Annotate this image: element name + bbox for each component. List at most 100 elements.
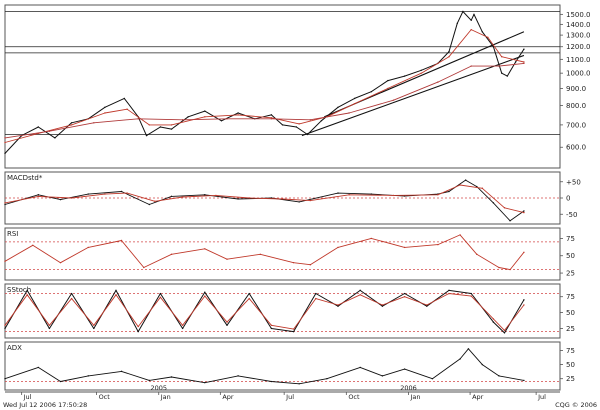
price-tick-label: 700.0 bbox=[566, 121, 586, 129]
price-point bbox=[126, 108, 128, 110]
stoch-point bbox=[337, 305, 339, 307]
stoch-point bbox=[359, 289, 361, 292]
macd-point bbox=[181, 196, 184, 198]
x-tick-label: Jul bbox=[23, 393, 32, 401]
rsi-point bbox=[120, 239, 123, 242]
adx-point bbox=[381, 375, 384, 377]
adx-point bbox=[87, 375, 89, 377]
macd-point bbox=[459, 184, 461, 186]
stoch-point bbox=[315, 292, 317, 295]
adx-panel-frame bbox=[4, 341, 561, 391]
adx-point bbox=[4, 378, 6, 380]
stoch-point bbox=[270, 324, 273, 326]
stoch-point bbox=[48, 327, 51, 330]
macd-point bbox=[348, 194, 350, 196]
price-point bbox=[170, 128, 173, 130]
price-trendline bbox=[301, 54, 525, 137]
price-point bbox=[54, 137, 56, 139]
macd-point bbox=[4, 202, 6, 204]
price-tick-label: 600.0 bbox=[566, 144, 586, 152]
stoch-point bbox=[4, 324, 6, 326]
price-point bbox=[123, 97, 126, 100]
macd-point bbox=[154, 200, 156, 202]
macd-point bbox=[448, 190, 450, 193]
price-point bbox=[456, 22, 459, 25]
macd-label: MACDstd* bbox=[7, 174, 43, 182]
price-point bbox=[270, 114, 273, 116]
price-point bbox=[501, 72, 503, 74]
macd-point bbox=[437, 194, 439, 196]
adx-point bbox=[467, 348, 470, 350]
macd-point bbox=[464, 179, 467, 181]
rsi-point bbox=[523, 251, 525, 253]
macd-point bbox=[492, 202, 495, 204]
price-point bbox=[309, 119, 311, 121]
stoch-point bbox=[470, 292, 472, 295]
macd-point bbox=[523, 210, 525, 212]
macd-point bbox=[337, 192, 339, 194]
rsi-point bbox=[437, 243, 439, 246]
price-point bbox=[226, 118, 228, 120]
rsi-tick-label: 50 bbox=[566, 252, 575, 260]
price-point bbox=[104, 112, 106, 114]
stoch-point bbox=[159, 292, 162, 295]
price-point bbox=[181, 119, 184, 121]
price-point bbox=[237, 112, 239, 114]
price-point bbox=[523, 61, 525, 63]
price-point bbox=[270, 118, 273, 120]
macd-point bbox=[509, 220, 511, 222]
price-point bbox=[473, 13, 475, 16]
macd-tick-label: -50 bbox=[566, 211, 577, 219]
adx-tick-label: 25 bbox=[566, 375, 575, 383]
stoch-point bbox=[403, 296, 406, 298]
adx-point bbox=[170, 376, 173, 378]
price-point bbox=[295, 126, 298, 128]
price-tick-label: 1100.0 bbox=[566, 56, 591, 64]
adx-point bbox=[59, 380, 62, 383]
macd-point bbox=[215, 194, 217, 197]
rsi-point bbox=[143, 266, 145, 269]
adx-point bbox=[204, 381, 206, 384]
rsi-point bbox=[292, 261, 295, 264]
price-series-ma_long bbox=[4, 62, 524, 139]
macd-point bbox=[281, 198, 284, 200]
price-point bbox=[470, 19, 472, 21]
stoch-point bbox=[70, 297, 73, 300]
adx-point bbox=[359, 366, 361, 369]
stoch-point bbox=[315, 297, 317, 300]
rsi-point bbox=[370, 237, 372, 240]
stoch-point bbox=[204, 291, 206, 293]
adx-tick-label: 75 bbox=[566, 347, 575, 355]
price-point bbox=[462, 10, 464, 13]
macd-point bbox=[298, 201, 300, 203]
stoch-point bbox=[448, 292, 450, 295]
adx-point bbox=[481, 363, 483, 366]
price-point bbox=[514, 61, 517, 63]
rsi-point bbox=[259, 253, 261, 256]
stoch-tick-label: 75 bbox=[566, 293, 575, 301]
price-point bbox=[4, 141, 6, 144]
rsi-tick-label: 75 bbox=[566, 235, 575, 243]
price-point bbox=[148, 124, 150, 126]
stoch-point bbox=[292, 328, 295, 330]
macd-point bbox=[70, 197, 73, 199]
price-point bbox=[337, 106, 339, 109]
stoch-label: SStoch bbox=[7, 286, 31, 294]
stoch-point bbox=[381, 304, 384, 306]
stoch-point bbox=[181, 324, 184, 326]
adx-point bbox=[37, 366, 39, 369]
price-point bbox=[501, 56, 503, 58]
stoch-point bbox=[381, 305, 384, 307]
price-point bbox=[353, 103, 356, 105]
price-point bbox=[320, 120, 323, 122]
footer-copyright: CQG © 2006 bbox=[555, 401, 597, 409]
macd-tick-label: 0 bbox=[566, 195, 570, 203]
price-point bbox=[204, 110, 206, 112]
macd-point bbox=[204, 194, 206, 196]
stoch-point bbox=[492, 318, 495, 320]
rsi-point bbox=[403, 246, 406, 249]
macd-point bbox=[148, 203, 150, 206]
adx-point bbox=[326, 378, 328, 380]
rsi-point bbox=[309, 264, 311, 266]
rsi-point bbox=[87, 246, 89, 249]
